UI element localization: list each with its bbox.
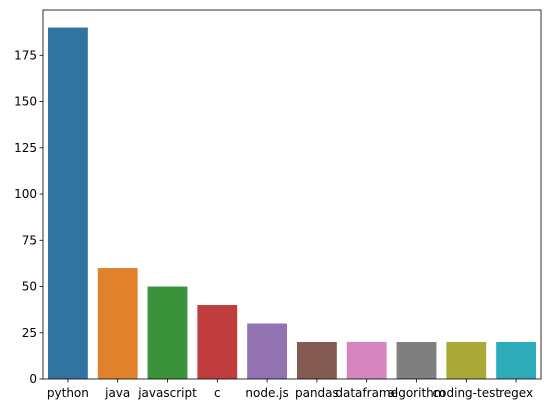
y-tick-label: 100 [14,187,37,201]
x-tick-label: javascript [137,386,197,400]
x-tick-label: algorithm [388,386,446,400]
bar-pandas [296,342,337,379]
y-tick-label: 25 [22,326,37,340]
y-tick-label: 0 [29,372,37,386]
x-tick-label: dataframe [335,386,398,400]
bar-coding-test [446,342,487,379]
y-tick-label: 125 [14,141,37,155]
bar-regex [496,342,537,379]
x-tick-label: pandas [295,386,339,400]
bar-java [97,268,138,379]
bar-c [197,305,238,379]
y-tick-label: 75 [22,233,37,247]
bar-python [47,27,88,379]
x-tick-label: c [214,386,221,400]
bar-dataframe [346,342,387,379]
bar-algorithm [396,342,437,379]
plot-frame [42,9,542,380]
x-tick-label: java [104,386,130,400]
x-tick-label: node.js [245,386,288,400]
x-tick-label: python [47,386,89,400]
y-tick-label: 175 [14,48,37,62]
bar-node-js [247,323,288,379]
x-tick-label: coding-test [433,386,501,400]
x-tick-label: regex [499,386,533,400]
bar-javascript [147,286,188,379]
y-tick-label: 50 [22,280,37,294]
y-tick-label: 150 [14,95,37,109]
